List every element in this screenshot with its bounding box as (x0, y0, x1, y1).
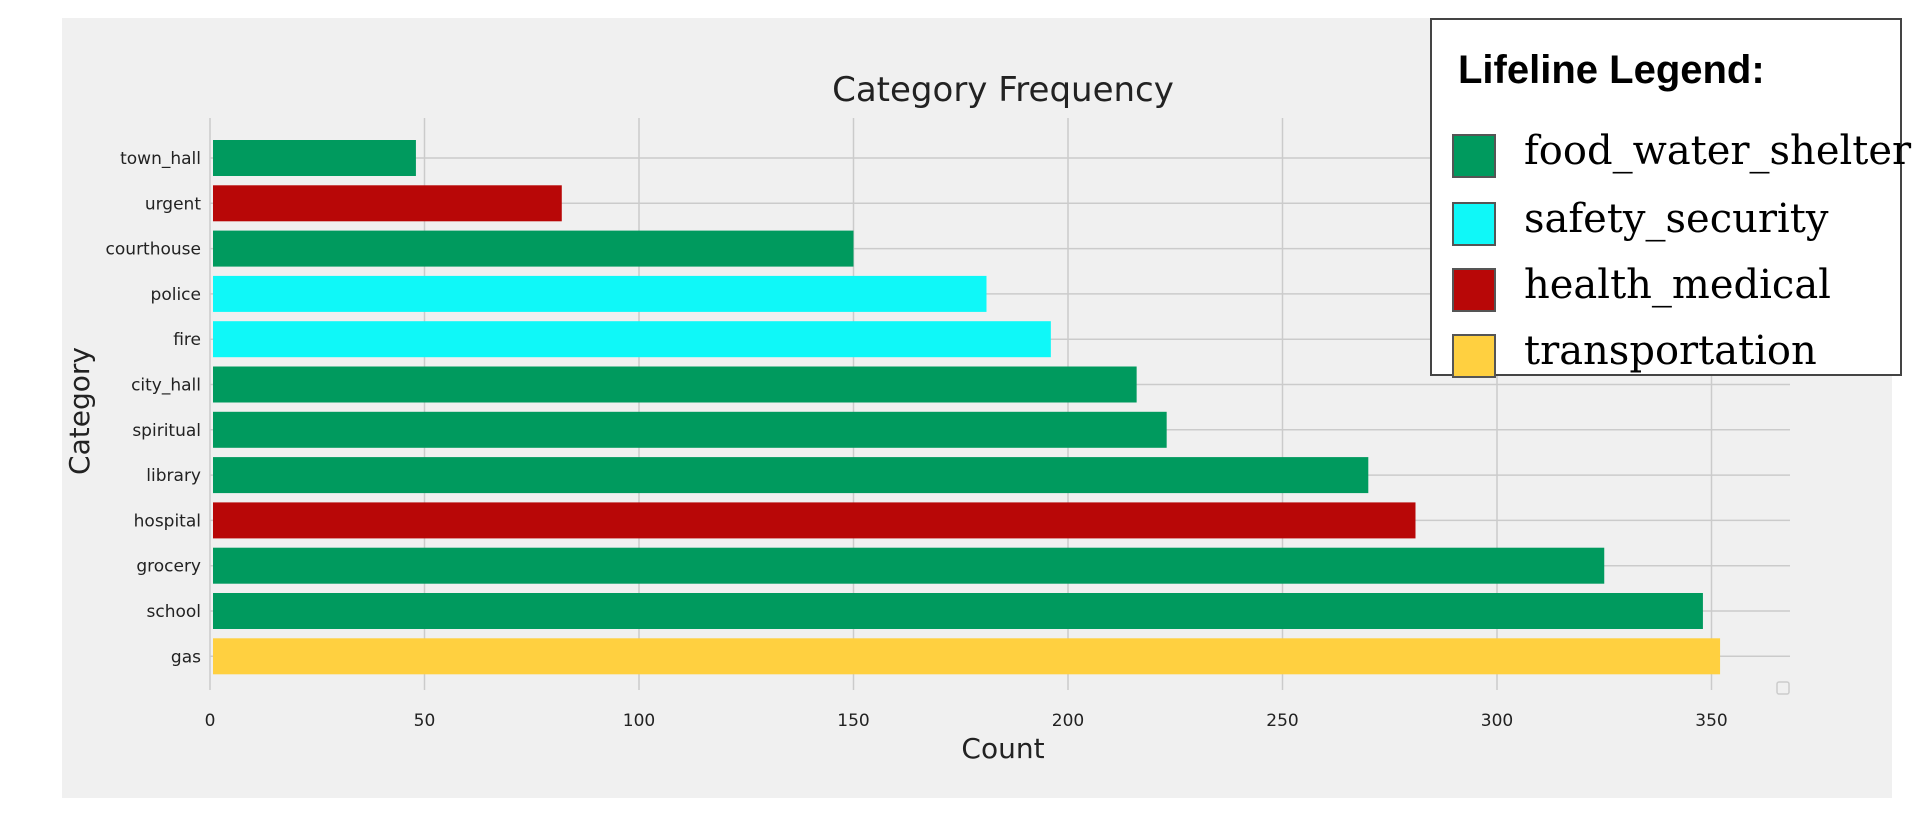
y-tick-label: fire (173, 330, 201, 350)
x-axis-label: Count (961, 732, 1044, 765)
bar-grocery (213, 547, 1605, 584)
bar-spiritual (213, 411, 1167, 448)
x-tick-label: 50 (414, 711, 436, 731)
x-tick-label: 250 (1266, 711, 1298, 731)
x-tick-label: 300 (1481, 711, 1513, 731)
bar-city-hall (213, 366, 1137, 403)
x-tick-label: 100 (623, 711, 655, 731)
bar-town-hall (213, 140, 416, 176)
x-tick-labels: 0 50 100 150 200 250 300 350 (205, 711, 1728, 731)
bar-fire (213, 321, 1051, 358)
bar-courthouse (213, 230, 854, 267)
y-tick-label: police (151, 285, 201, 305)
legend-label: safety_security (1524, 196, 1829, 242)
y-tick-label: hospital (134, 511, 201, 531)
empty-legend-marker (1776, 681, 1790, 695)
x-tick-label: 200 (1052, 711, 1084, 731)
x-tick-label: 150 (837, 711, 869, 731)
legend-label: health_medical (1524, 262, 1831, 308)
y-tick-label: urgent (145, 194, 201, 214)
x-tick-label: 350 (1695, 711, 1727, 731)
legend-item-health-medical: health_medical (1452, 262, 1892, 316)
legend-label: food_water_shelter (1524, 128, 1912, 174)
bar-urgent (213, 185, 562, 222)
bar-library (213, 457, 1369, 494)
legend-item-food-water-shelter: food_water_shelter (1452, 128, 1911, 182)
bar-hospital (213, 502, 1416, 539)
y-tick-label: library (146, 466, 201, 486)
y-tick-label: gas (171, 647, 201, 667)
legend-label: transportation (1524, 328, 1817, 374)
legend-item-transportation: transportation (1452, 328, 1892, 382)
y-tick-label: spiritual (132, 421, 201, 441)
y-tick-label: town_hall (120, 149, 201, 169)
legend-swatch (1452, 268, 1496, 312)
chart-title: Category Frequency (832, 70, 1174, 110)
bars (213, 140, 1721, 675)
y-tick-label: school (146, 602, 201, 622)
legend-swatch (1452, 202, 1496, 246)
legend-swatch (1452, 134, 1496, 178)
legend-title: Lifeline Legend: (1458, 48, 1765, 92)
y-axis-label: Category (63, 347, 96, 475)
y-tick-label: grocery (136, 557, 201, 577)
y-tick-label: city_hall (131, 376, 201, 396)
y-tick-label: courthouse (106, 240, 201, 260)
lifeline-legend: Lifeline Legend: food_water_shelter safe… (1430, 18, 1911, 378)
bar-gas (213, 638, 1721, 675)
legend-swatch (1452, 334, 1496, 378)
x-tick-label: 0 (205, 711, 216, 731)
bar-police (213, 275, 987, 312)
legend-item-safety-security: safety_security (1452, 196, 1892, 250)
bar-school (213, 593, 1703, 629)
